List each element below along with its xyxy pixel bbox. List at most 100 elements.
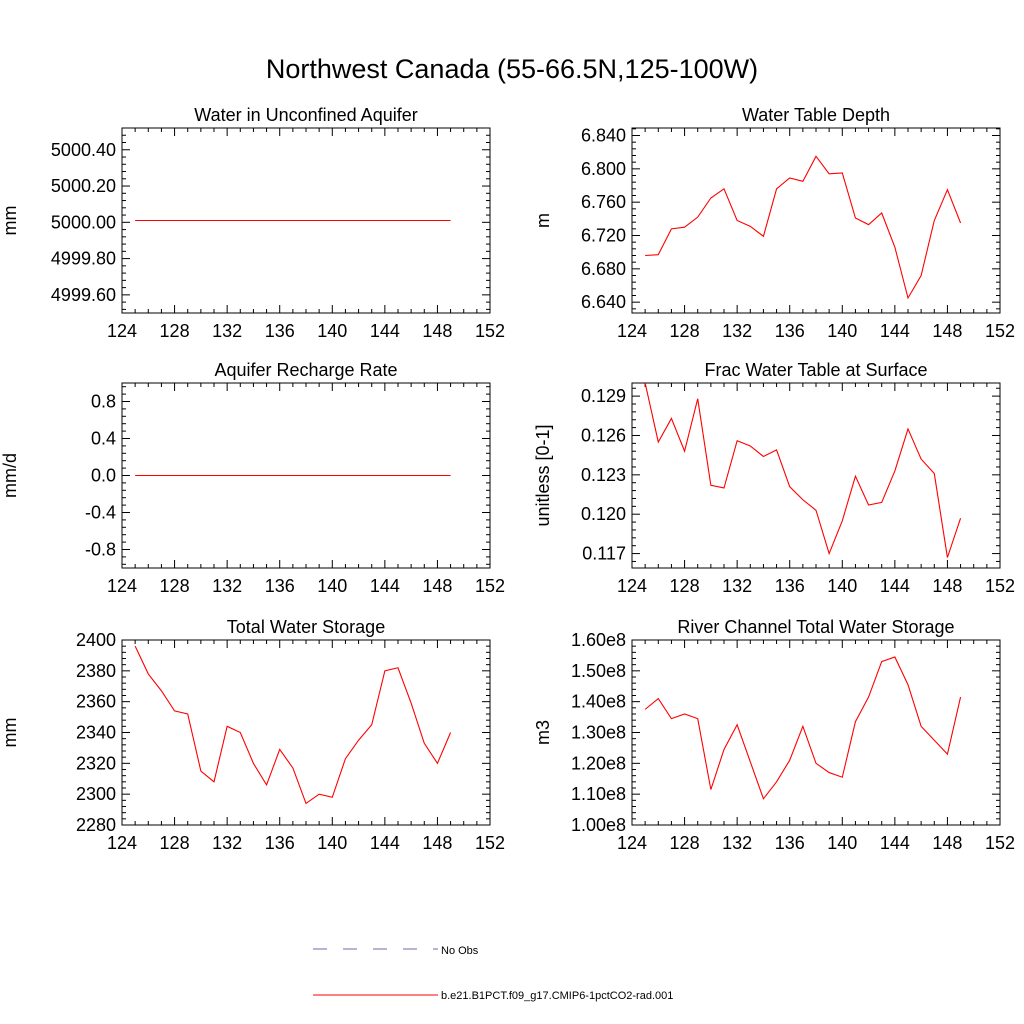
y-tick-label: 6.760 (581, 192, 626, 212)
y-tick-label: 1.50e8 (571, 661, 626, 681)
y-tick-label: 6.800 (581, 159, 626, 179)
panel-6: River Channel Total Water Storage m3 124 12… (533, 617, 1015, 853)
x-tick-label: 148 (422, 833, 452, 853)
panel-4: Frac Water Table at Surface unitless [0-1… (533, 360, 1015, 596)
panel-5: Total Water Storage mm 124 128 132 136 140 144 1… (0, 617, 505, 853)
x-tick-label: 152 (985, 321, 1015, 341)
x-tick-label: 148 (422, 576, 452, 596)
y-axis-label: m3 (533, 720, 553, 745)
y-tick-label: 1.20e8 (571, 753, 626, 773)
y-axis-label: unitless [0-1] (533, 424, 553, 526)
panel-title: Frac Water Table at Surface (704, 360, 927, 380)
x-tick-label: 128 (160, 321, 190, 341)
x-tick-label: 132 (212, 576, 242, 596)
x-tick-label: 148 (932, 321, 962, 341)
x-tick-label: 124 (107, 321, 137, 341)
y-tick-label: 2300 (76, 784, 116, 804)
y-tick-label: 2360 (76, 692, 116, 712)
y-tick-label: -0.8 (85, 540, 116, 560)
y-tick-label: 5000.40 (51, 140, 116, 160)
y-tick-label: 0.123 (581, 465, 626, 485)
x-tick-label: 124 (617, 833, 647, 853)
x-tick-label: 136 (775, 576, 805, 596)
x-tick-label: 144 (370, 576, 400, 596)
x-tick-label: 128 (670, 321, 700, 341)
y-tick-label: 2400 (76, 630, 116, 650)
x-tick-label: 152 (475, 576, 505, 596)
x-tick-label: 152 (475, 833, 505, 853)
x-tick-label: 140 (827, 321, 857, 341)
y-tick-label: 2380 (76, 661, 116, 681)
panel-1: Water in Unconfined Aquifer mm 124 128 132 13… (0, 105, 505, 341)
plot-frame (631, 639, 1001, 826)
panel-title: Water in Unconfined Aquifer (194, 105, 417, 125)
x-tick-label: 144 (880, 576, 910, 596)
y-axis-label: mm (0, 718, 20, 748)
x-tick-label: 148 (932, 833, 962, 853)
y-tick-label: 0.4 (91, 429, 116, 449)
x-tick-label: 136 (775, 321, 805, 341)
y-tick-label: 1.60e8 (571, 630, 626, 650)
x-tick-label: 152 (985, 576, 1015, 596)
y-tick-label: 2320 (76, 753, 116, 773)
x-tick-label: 132 (212, 833, 242, 853)
y-tick-label: 1.00e8 (571, 815, 626, 835)
y-tick-label: 1.10e8 (571, 784, 626, 804)
y-tick-label: 4999.60 (51, 285, 116, 305)
x-tick-label: 140 (317, 321, 347, 341)
x-tick-label: 132 (722, 321, 752, 341)
x-tick-label: 152 (985, 833, 1015, 853)
y-tick-label: 0.0 (91, 466, 116, 486)
x-tick-label: 124 (617, 576, 647, 596)
x-tick-label: 148 (932, 576, 962, 596)
legend: No Obs b.e21.B1PCT.f09_g17.CMIP6-1pctCO2… (313, 945, 673, 1002)
y-tick-label: 0.117 (582, 544, 626, 564)
y-tick-label: 2340 (76, 723, 116, 743)
x-tick-label: 132 (722, 833, 752, 853)
y-axis-label: mm/d (0, 453, 20, 498)
x-tick-label: 132 (722, 576, 752, 596)
legend-model-label: b.e21.B1PCT.f09_g17.CMIP6-1pctCO2-rad.00… (441, 990, 673, 1002)
y-tick-label: -0.4 (85, 503, 116, 523)
panel-3: Aquifer Recharge Rate mm/d 124 128 132 136 140… (0, 360, 505, 596)
y-tick-label: 5000.20 (51, 176, 116, 196)
x-tick-label: 136 (265, 321, 295, 341)
y-tick-label: 6.680 (581, 259, 626, 279)
panel-title: Water Table Depth (742, 105, 890, 125)
x-tick-label: 128 (670, 833, 700, 853)
figure-title: Northwest Canada (55-66.5N,125-100W) (266, 54, 758, 84)
y-tick-label: 4999.80 (51, 249, 116, 269)
x-tick-label: 140 (827, 833, 857, 853)
x-tick-label: 144 (880, 833, 910, 853)
legend-obs-label: No Obs (441, 945, 479, 957)
x-tick-label: 136 (265, 576, 295, 596)
x-tick-label: 124 (617, 321, 647, 341)
y-tick-label: 5000.00 (51, 212, 116, 232)
panel-title: River Channel Total Water Storage (677, 617, 954, 637)
x-tick-label: 140 (317, 833, 347, 853)
y-axis-label: mm (0, 206, 20, 236)
panel-title: Aquifer Recharge Rate (214, 360, 397, 380)
series-line (644, 656, 962, 800)
series-line (644, 382, 962, 558)
x-tick-label: 140 (317, 576, 347, 596)
x-tick-label: 124 (107, 576, 137, 596)
x-tick-label: 136 (265, 833, 295, 853)
y-tick-label: 0.129 (581, 386, 626, 406)
x-tick-label: 144 (370, 833, 400, 853)
plot-frame (121, 639, 491, 826)
x-tick-label: 132 (212, 321, 242, 341)
y-tick-label: 1.40e8 (571, 692, 626, 712)
series-line (134, 645, 452, 805)
x-tick-label: 124 (107, 833, 137, 853)
panels: Water in Unconfined Aquifer mm 124 128 132 13… (0, 105, 1015, 853)
y-tick-label: 0.8 (91, 392, 116, 412)
x-tick-label: 144 (880, 321, 910, 341)
y-tick-label: 6.720 (581, 226, 626, 246)
x-tick-label: 128 (670, 576, 700, 596)
y-tick-label: 0.120 (581, 504, 626, 524)
x-tick-label: 144 (370, 321, 400, 341)
y-tick-label: 6.640 (581, 292, 626, 312)
x-tick-label: 152 (475, 321, 505, 341)
